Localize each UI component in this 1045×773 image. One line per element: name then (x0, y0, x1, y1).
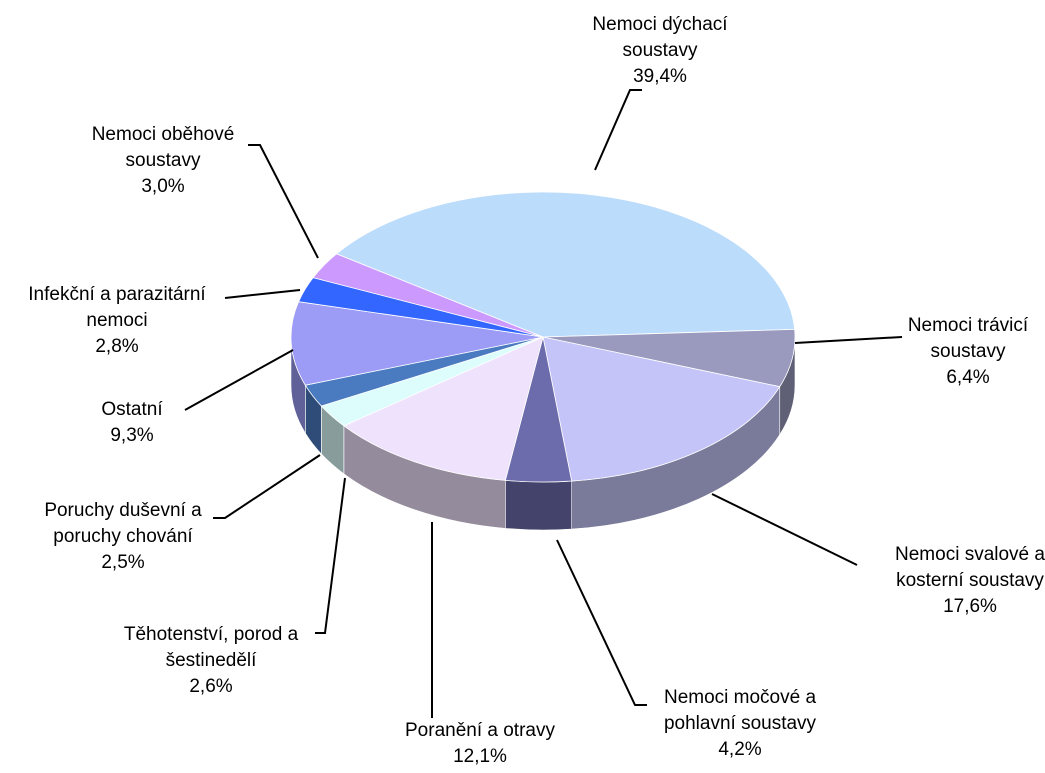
slice (343, 336, 544, 481)
leader-line (794, 336, 903, 344)
slice-label: Nemoci močové a pohlavní soustavy 4,2% (643, 685, 838, 763)
slice (290, 301, 544, 386)
category-label: Nemoci svalové a kosterní soustavy (895, 544, 1045, 591)
slice-label: Infekční a parazitární nemoci 2,8% (0, 282, 235, 360)
category-label: Nemoci oběhové soustavy (91, 124, 235, 171)
slice-side (505, 480, 572, 531)
value-label: 2,8% (95, 336, 139, 357)
slice-label: Nemoci svalové a kosterní soustavy 17,6% (873, 542, 1045, 620)
category-label: Nemoci dýchací soustavy (592, 14, 728, 61)
value-label: 39,4% (633, 66, 687, 87)
category-label: Nemoci trávicí soustavy (907, 315, 1029, 362)
slice-label: Poruchy duševní a poruchy chování 2,5% (21, 498, 226, 576)
slice (542, 336, 781, 482)
value-label: 3,0% (141, 176, 185, 197)
value-label: 12,1% (453, 746, 507, 767)
leader-line (594, 89, 642, 171)
value-label: 9,3% (110, 425, 154, 446)
slice (312, 253, 544, 338)
leader-line (711, 493, 858, 566)
value-label: 6,4% (946, 367, 990, 388)
leader-line (248, 144, 319, 259)
slice-label: Nemoci oběhové soustavy 3,0% (76, 122, 251, 200)
category-label: Těhotenství, porod a šestinedělí (123, 624, 299, 671)
slice (335, 191, 796, 338)
slice-label: Nemoci dýchací soustavy 39,4% (575, 12, 745, 90)
value-label: 17,6% (943, 596, 997, 617)
value-label: 2,5% (101, 552, 145, 573)
category-label: Infekční a parazitární nemoci (28, 284, 206, 331)
category-label: Poranění a otravy (405, 720, 555, 741)
slice-label: Poranění a otravy 12,1% (375, 718, 585, 770)
category-label: Nemoci močové a pohlavní soustavy (663, 687, 817, 734)
slice-label: Ostatní 9,3% (72, 397, 192, 449)
slice-label: Těhotenství, porod a šestinedělí 2,6% (99, 622, 324, 700)
leader-line (556, 539, 647, 706)
leader-line (213, 454, 321, 519)
leader-line (184, 349, 294, 411)
value-label: 2,6% (189, 676, 233, 697)
value-label: 4,2% (718, 739, 762, 760)
category-label: Poruchy duševní a poruchy chování (44, 500, 202, 547)
category-label: Ostatní (101, 399, 163, 420)
leader-line (224, 289, 301, 299)
slice-label: Nemoci trávicí soustavy 6,4% (886, 313, 1045, 391)
leader-line (315, 477, 346, 634)
